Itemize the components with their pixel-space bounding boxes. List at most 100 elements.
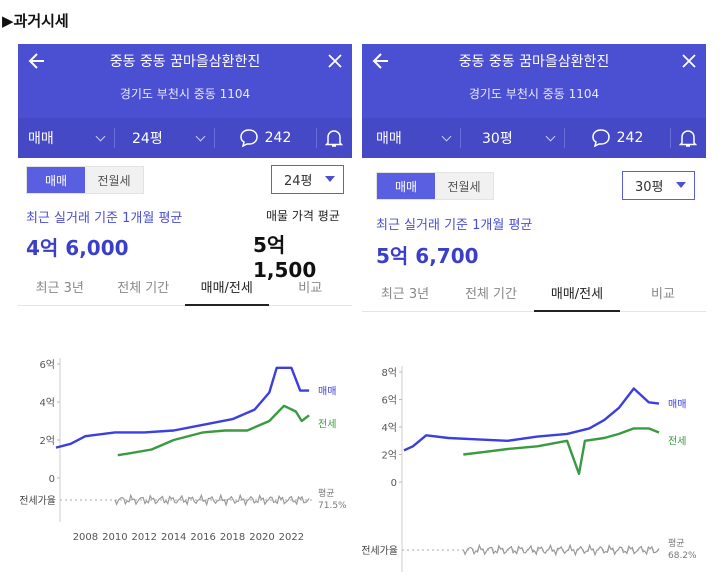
bell-icon [679, 130, 697, 147]
x-tick-label: 2010 [102, 532, 127, 543]
x-tick-label: 2016 [190, 532, 215, 543]
ratio-avg-label: 평균 [318, 488, 335, 499]
price-panel-30: 중동 중동 꿈마을삼환한진 경기도 부천시 중동 1104 매매 30평 242… [361, 44, 706, 583]
speech-bubble-icon [591, 129, 610, 148]
alert-button[interactable] [316, 118, 352, 158]
x-tick-label: 2014 [161, 532, 186, 543]
area-select[interactable]: 24평 [114, 118, 214, 158]
sale-price-line [55, 366, 310, 449]
tab-recent-3y[interactable]: 최근 3년 [35, 281, 84, 296]
caret-down-icon [676, 182, 686, 188]
area-dropdown-value: 24평 [284, 174, 313, 189]
close-icon[interactable] [324, 50, 346, 72]
section-title: ▶과거시세 [2, 12, 69, 30]
tab-all-period[interactable]: 전체 기간 [117, 281, 170, 296]
tab-compare[interactable]: 비교 [298, 281, 323, 296]
period-tabs: 최근 3년 전체 기간 매매/전세 비교 [362, 274, 706, 312]
x-tick-label: 2022 [279, 532, 304, 543]
lease-price-line [463, 427, 660, 475]
trade-type-label: 매매 [28, 131, 54, 147]
segment-lease[interactable]: 전월세 [447, 179, 481, 194]
area-dropdown-value: 30평 [635, 180, 664, 195]
ratio-label: 전세가율 [19, 495, 56, 507]
ratio-line [114, 493, 310, 507]
ask-price: 5억 1,500 [253, 233, 317, 282]
y-tick-label: 8억 [381, 367, 397, 379]
apartment-header: 중동 중동 꿈마을삼환한진 경기도 부천시 중동 1104 매매 30평 242 [362, 44, 706, 158]
area-label: 30평 [482, 131, 513, 147]
series-label: 전세 [668, 436, 686, 448]
segment-sale[interactable]: 매매 [377, 173, 435, 199]
close-icon[interactable] [678, 50, 700, 72]
tab-all-period[interactable]: 전체 기간 [465, 287, 517, 302]
area-dropdown[interactable]: 30평 [622, 171, 695, 200]
series-label: 매매 [318, 386, 336, 398]
caret-down-icon [325, 176, 335, 182]
price-chart: 6억 4억 2억 0 2008 2010 2012 2014 2016 2018 2020 2022 매… [19, 358, 347, 543]
price-chart: 8억6억4억2억02006200820102012201420162018202… [361, 366, 697, 583]
speech-bubble-icon [239, 129, 258, 148]
area-label: 24평 [132, 131, 163, 147]
ratio-avg-value: 71.5% [318, 501, 347, 511]
segment-sale[interactable]: 매매 [27, 167, 85, 193]
back-arrow-icon[interactable] [26, 50, 48, 72]
area-select[interactable]: 30평 [460, 118, 564, 158]
series-label: 매매 [668, 399, 686, 411]
x-tick-label: 2018 [220, 532, 245, 543]
apartment-title: 중동 중동 꿈마을삼환한진 [109, 54, 261, 70]
comment-count: 242 [264, 130, 292, 146]
ratio-line [462, 543, 660, 557]
back-arrow-icon[interactable] [370, 50, 392, 72]
ratio-avg-label: 평균 [668, 538, 685, 549]
filter-bar: 매매 24평 242 [18, 118, 352, 158]
filter-bar: 매매 30평 242 [362, 118, 706, 158]
trade-segment: 매매 전월세 [376, 172, 494, 200]
segment-lease[interactable]: 전월세 [97, 173, 131, 188]
comments-button[interactable]: 242 [564, 118, 670, 158]
apartment-header: 중동 중동 꿈마을삼환한진 경기도 부천시 중동 1104 매매 24평 242 [18, 44, 352, 158]
bell-icon [325, 130, 343, 147]
y-tick-label: 0 [49, 474, 55, 485]
y-tick-label: 6억 [381, 395, 397, 407]
x-tick-label: 2008 [73, 532, 98, 543]
avg-price: 4억 6,000 [26, 236, 129, 260]
ratio-label: 전세가율 [361, 545, 398, 557]
y-tick-label: 2억 [39, 435, 55, 447]
comment-count: 242 [616, 130, 644, 146]
sale-price-line [403, 387, 660, 452]
y-tick-label: 2억 [381, 450, 397, 462]
series-label: 전세 [318, 418, 336, 430]
apartment-address: 경기도 부천시 중동 1104 [468, 86, 600, 101]
x-tick-label: 2020 [249, 532, 274, 543]
trade-type-label: 매매 [376, 131, 402, 147]
period-tabs: 최근 3년 전체 기간 매매/전세 비교 [18, 268, 352, 306]
y-tick-label: 0 [391, 478, 397, 489]
ratio-avg-value: 68.2% [668, 551, 697, 561]
trade-type-select[interactable]: 매매 [18, 118, 114, 158]
comments-button[interactable]: 242 [214, 118, 316, 158]
alert-button[interactable] [670, 118, 706, 158]
area-dropdown[interactable]: 24평 [271, 165, 344, 194]
tab-sale-lease[interactable]: 매매/전세 [185, 268, 269, 306]
avg-label: 최근 실거래 기준 1개월 평균 [26, 211, 183, 226]
avg-label: 최근 실거래 기준 1개월 평균 [376, 218, 533, 233]
y-tick-label: 6억 [39, 359, 55, 371]
apartment-title: 중동 중동 꿈마을삼환한진 [458, 54, 610, 70]
price-panel-24: 중동 중동 꿈마을삼환한진 경기도 부천시 중동 1104 매매 24평 242… [18, 44, 352, 574]
lease-price-line [117, 404, 310, 457]
trade-type-select[interactable]: 매매 [362, 118, 460, 158]
tab-recent-3y[interactable]: 최근 3년 [380, 287, 430, 302]
trade-segment: 매매 전월세 [26, 166, 144, 194]
y-tick-label: 4억 [381, 422, 397, 434]
y-tick-label: 4억 [39, 397, 55, 409]
chevron-down-icon [195, 131, 206, 141]
ask-label: 매물 가격 평균 [266, 209, 340, 223]
avg-price: 5억 6,700 [376, 244, 479, 268]
chevron-down-icon [441, 131, 452, 141]
tab-compare[interactable]: 비교 [651, 287, 675, 302]
chevron-down-icon [545, 131, 556, 141]
x-tick-label: 2012 [132, 532, 157, 543]
tab-sale-lease[interactable]: 매매/전세 [534, 274, 620, 312]
apartment-address: 경기도 부천시 중동 1104 [119, 86, 251, 101]
chevron-down-icon [95, 131, 106, 141]
